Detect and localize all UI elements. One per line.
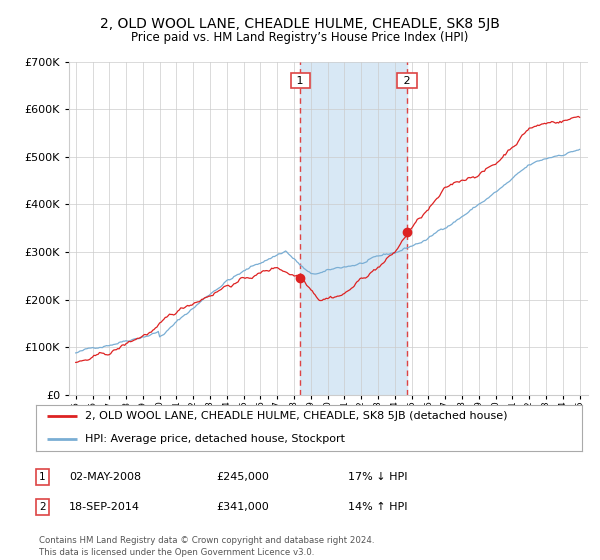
Text: £245,000: £245,000 xyxy=(216,472,269,482)
Text: 1: 1 xyxy=(39,472,46,482)
Text: Price paid vs. HM Land Registry’s House Price Index (HPI): Price paid vs. HM Land Registry’s House … xyxy=(131,31,469,44)
Text: 02-MAY-2008: 02-MAY-2008 xyxy=(69,472,141,482)
Text: Contains HM Land Registry data © Crown copyright and database right 2024.
This d: Contains HM Land Registry data © Crown c… xyxy=(39,536,374,557)
Text: 2: 2 xyxy=(39,502,46,512)
Text: 2: 2 xyxy=(400,76,414,86)
Text: 2, OLD WOOL LANE, CHEADLE HULME, CHEADLE, SK8 5JB (detached house): 2, OLD WOOL LANE, CHEADLE HULME, CHEADLE… xyxy=(85,412,508,421)
Text: 2, OLD WOOL LANE, CHEADLE HULME, CHEADLE, SK8 5JB: 2, OLD WOOL LANE, CHEADLE HULME, CHEADLE… xyxy=(100,17,500,31)
Text: £341,000: £341,000 xyxy=(216,502,269,512)
Text: 1: 1 xyxy=(293,76,307,86)
Text: 14% ↑ HPI: 14% ↑ HPI xyxy=(348,502,407,512)
Bar xyxy=(300,62,407,395)
Text: 18-SEP-2014: 18-SEP-2014 xyxy=(69,502,140,512)
Text: 17% ↓ HPI: 17% ↓ HPI xyxy=(348,472,407,482)
Text: HPI: Average price, detached house, Stockport: HPI: Average price, detached house, Stoc… xyxy=(85,435,345,444)
